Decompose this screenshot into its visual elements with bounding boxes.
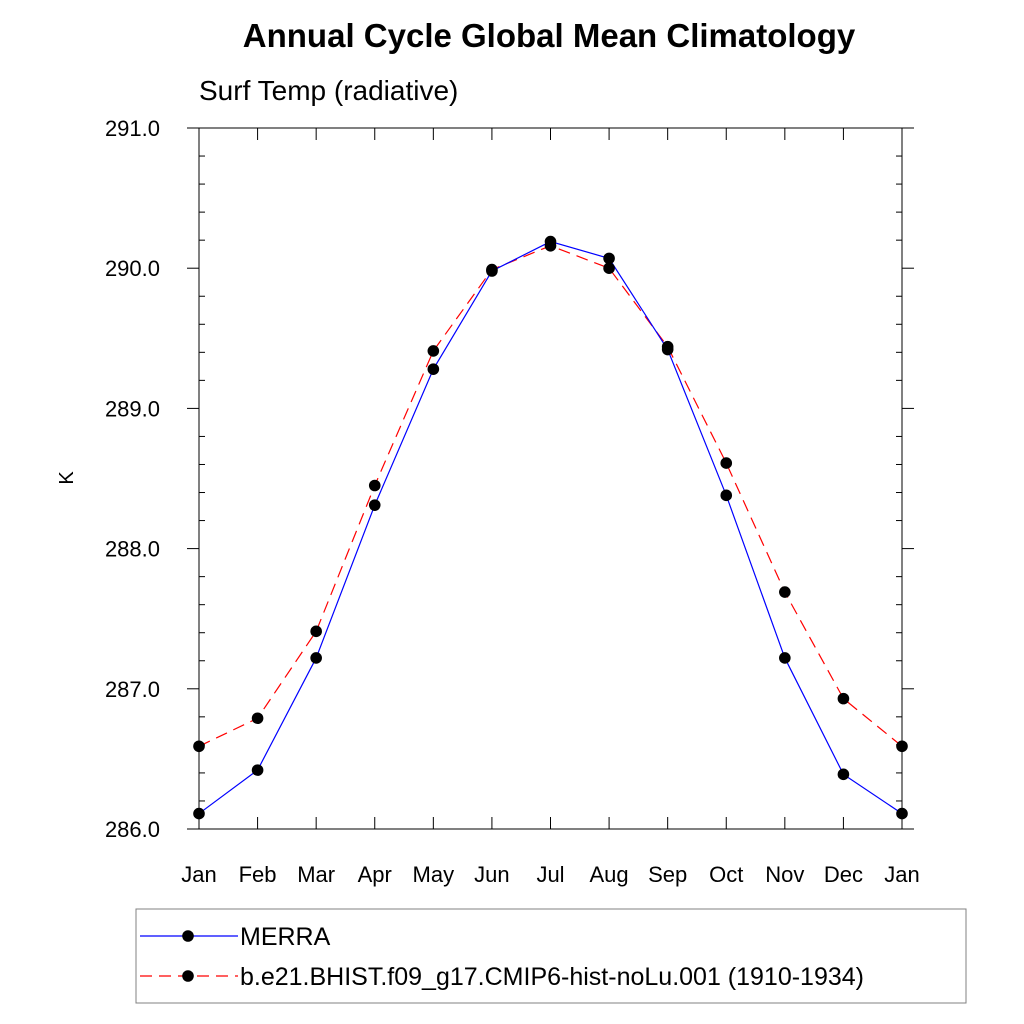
y-tick-label: 286.0 bbox=[105, 817, 160, 842]
data-point-series-1 bbox=[368, 479, 381, 492]
data-point-series-1 bbox=[486, 263, 498, 276]
data-point-series-1 bbox=[896, 740, 908, 753]
x-tick-label: Dec bbox=[824, 862, 863, 887]
data-point-series-1 bbox=[193, 740, 205, 753]
data-point-series-0 bbox=[603, 252, 615, 265]
data-point-series-0 bbox=[251, 764, 264, 776]
series-line-1 bbox=[198, 245, 903, 747]
legend-marker-1 bbox=[182, 970, 194, 982]
plot-lines bbox=[198, 240, 903, 815]
data-point-series-1 bbox=[603, 262, 615, 275]
legend-box bbox=[135, 908, 967, 1004]
data-point-series-0 bbox=[720, 489, 733, 502]
data-point-series-1 bbox=[720, 457, 733, 469]
chart-subtitle: Surf Temp (radiative) bbox=[199, 75, 458, 106]
plot-markers bbox=[193, 235, 908, 820]
data-point-series-0 bbox=[193, 807, 205, 820]
legend-label-1: b.e21.BHIST.f09_g17.CMIP6-hist-noLu.001 … bbox=[240, 963, 864, 991]
x-tick-label: Jun bbox=[474, 862, 509, 887]
data-point-series-0 bbox=[896, 807, 908, 820]
y-tick-label: 287.0 bbox=[105, 677, 160, 702]
x-tick-labels: Jan Feb Mar Apr May Jun Jul Aug Sep Oct Nov Dec Jan bbox=[181, 862, 919, 887]
x-tick-label: Sep bbox=[648, 862, 687, 887]
y-tick-label: 291.0 bbox=[105, 116, 160, 141]
y-tick-labels: 286.0 287.0 288.0 289.0 290.0 291.0 bbox=[105, 116, 160, 842]
y-tick-label: 290.0 bbox=[105, 256, 160, 281]
data-point-series-0 bbox=[310, 652, 322, 664]
y-axis-label: K bbox=[56, 471, 78, 485]
y-tick-label: 288.0 bbox=[105, 537, 160, 562]
data-point-series-0 bbox=[368, 499, 381, 511]
x-tick-label: Oct bbox=[709, 862, 743, 887]
data-point-series-0 bbox=[779, 652, 791, 664]
data-point-series-1 bbox=[661, 340, 674, 353]
x-tick-label: Jul bbox=[536, 862, 564, 887]
data-point-series-0 bbox=[427, 363, 440, 375]
data-point-series-1 bbox=[251, 712, 264, 725]
x-tick-label: Aug bbox=[590, 862, 629, 887]
data-point-series-1 bbox=[837, 692, 850, 705]
x-tick-label: Mar bbox=[297, 862, 335, 887]
plot-frame bbox=[198, 127, 903, 830]
x-tick-label: May bbox=[413, 862, 455, 887]
legend: MERRA b.e21.BHIST.f09_g17.CMIP6-hist-noLu… bbox=[135, 908, 967, 1004]
data-point-series-1 bbox=[779, 586, 791, 598]
series-line-0 bbox=[198, 240, 903, 815]
chart-title: Annual Cycle Global Mean Climatology bbox=[243, 17, 856, 54]
data-point-series-1 bbox=[544, 239, 557, 252]
x-tick-label: Jan bbox=[181, 862, 216, 887]
x-tick-label: Feb bbox=[239, 862, 277, 887]
x-tick-label: Apr bbox=[358, 862, 392, 887]
x-tick-label: Jan bbox=[884, 862, 919, 887]
data-point-series-1 bbox=[310, 625, 322, 638]
axes bbox=[187, 127, 914, 830]
legend-label-0: MERRA bbox=[240, 923, 331, 951]
data-point-series-0 bbox=[837, 768, 850, 781]
data-point-series-1 bbox=[427, 345, 440, 357]
x-tick-label: Nov bbox=[765, 862, 804, 887]
legend-marker-0 bbox=[182, 930, 194, 942]
y-tick-label: 289.0 bbox=[105, 396, 160, 421]
